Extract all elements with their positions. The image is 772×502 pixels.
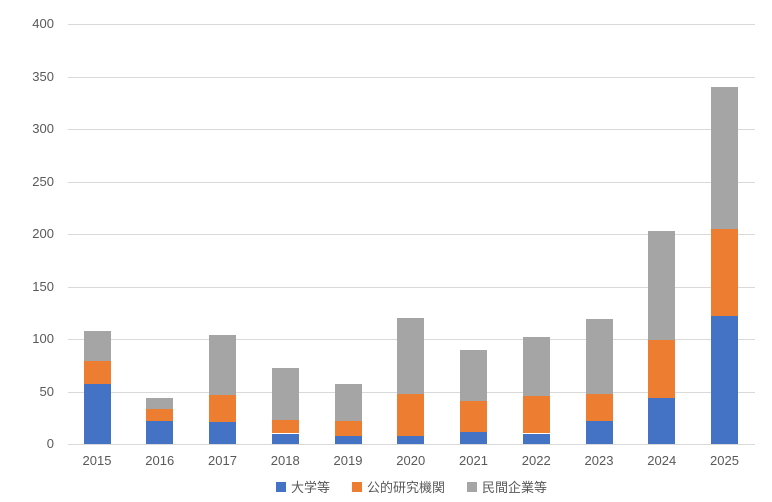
y-axis-tick-label: 300 [32, 121, 54, 136]
bar-segment-2025-series1 [711, 228, 738, 316]
bar-segment-2016-series1 [146, 409, 174, 421]
bar-segment-2021-series1 [460, 400, 487, 433]
y-axis-tick-label: 350 [32, 68, 54, 84]
bar-segment-2017-series0 [209, 421, 236, 444]
bar-segment-2015-series2 [83, 330, 111, 362]
x-axis-line [68, 444, 755, 445]
y-axis-tick-label: 200 [32, 226, 54, 241]
y-axis-tick-label: 400 [32, 16, 54, 31]
y-axis-tick-label: 0 [46, 436, 54, 451]
legend-item-public-research: 公的研究機関 [351, 477, 445, 496]
bar-segment-2023-series1 [585, 393, 613, 421]
bar-segment-2025-series0 [711, 315, 738, 444]
bar-segment-2019-series2 [334, 384, 362, 421]
bar-segment-2018-series0 [271, 433, 299, 444]
bar-segment-2016-series2 [146, 397, 174, 410]
y-axis-tick-label: 100 [32, 331, 54, 346]
bar-segment-2020-series2 [397, 318, 425, 394]
legend-item-universities: 大学等 [275, 477, 330, 496]
x-axis-tick-label: 2022 [521, 453, 551, 468]
y-gridline [68, 181, 755, 183]
bar-segment-2024-series0 [648, 397, 676, 444]
x-axis-tick-label: 2015 [82, 453, 112, 468]
bar-segment-2025-series2 [711, 87, 738, 229]
x-axis-tick-label: 2017 [208, 453, 237, 468]
bar-segment-2024-series2 [648, 230, 676, 341]
y-axis-tick-label: 250 [32, 173, 54, 189]
x-axis-tick-label: 2023 [584, 453, 614, 468]
bar-segment-2018-series2 [271, 368, 299, 420]
legend-label-private-companies: 民間企業等 [482, 480, 548, 495]
bar-segment-2021-series2 [460, 349, 487, 401]
x-axis-tick-label: 2024 [647, 453, 677, 468]
bar-segment-2022-series2 [522, 336, 550, 396]
bar-segment-2016-series0 [146, 420, 174, 444]
bar-segment-2021-series0 [460, 432, 487, 444]
legend-label-universities: 大学等 [290, 480, 330, 495]
y-gridline [68, 129, 755, 130]
y-gridline [68, 76, 755, 78]
bar-segment-2015-series0 [83, 384, 111, 444]
bar-segment-2020-series0 [397, 435, 425, 444]
bar-segment-2023-series0 [585, 420, 613, 444]
legend-swatch-public-research-icon [351, 481, 362, 492]
bar-segment-2024-series1 [648, 340, 676, 398]
y-gridline [68, 24, 755, 25]
y-gridline [68, 286, 755, 288]
x-axis-tick-label: 2021 [459, 453, 488, 468]
bar-segment-2018-series1 [271, 419, 299, 434]
bar-segment-2019-series0 [334, 435, 362, 444]
x-axis-tick-label: 2016 [145, 453, 175, 468]
legend-item-private-companies: 民間企業等 [467, 477, 547, 496]
legend-swatch-universities-icon [275, 481, 286, 492]
x-axis-tick-label: 2018 [270, 453, 300, 468]
y-gridline [68, 234, 755, 235]
bar-segment-2017-series2 [209, 334, 236, 395]
legend-swatch-private-companies-icon [467, 481, 477, 492]
chart-legend: 大学等 公的研究機関 民間企業等 [68, 477, 755, 496]
bar-segment-2022-series1 [522, 395, 550, 434]
y-axis-tick-label: 150 [32, 278, 54, 294]
bar-segment-2020-series1 [397, 393, 425, 436]
y-axis-tick-label: 50 [39, 383, 54, 399]
bar-segment-2015-series1 [83, 361, 111, 385]
x-axis-tick-label: 2019 [333, 453, 363, 468]
bar-segment-2022-series0 [522, 433, 550, 444]
bar-segment-2019-series1 [334, 420, 362, 436]
x-axis-tick-label: 2020 [396, 453, 426, 468]
x-axis-tick-label: 2025 [710, 453, 739, 468]
bar-segment-2017-series1 [209, 394, 236, 422]
bar-segment-2023-series2 [585, 319, 613, 394]
legend-label-public-research: 公的研究機関 [366, 480, 445, 495]
